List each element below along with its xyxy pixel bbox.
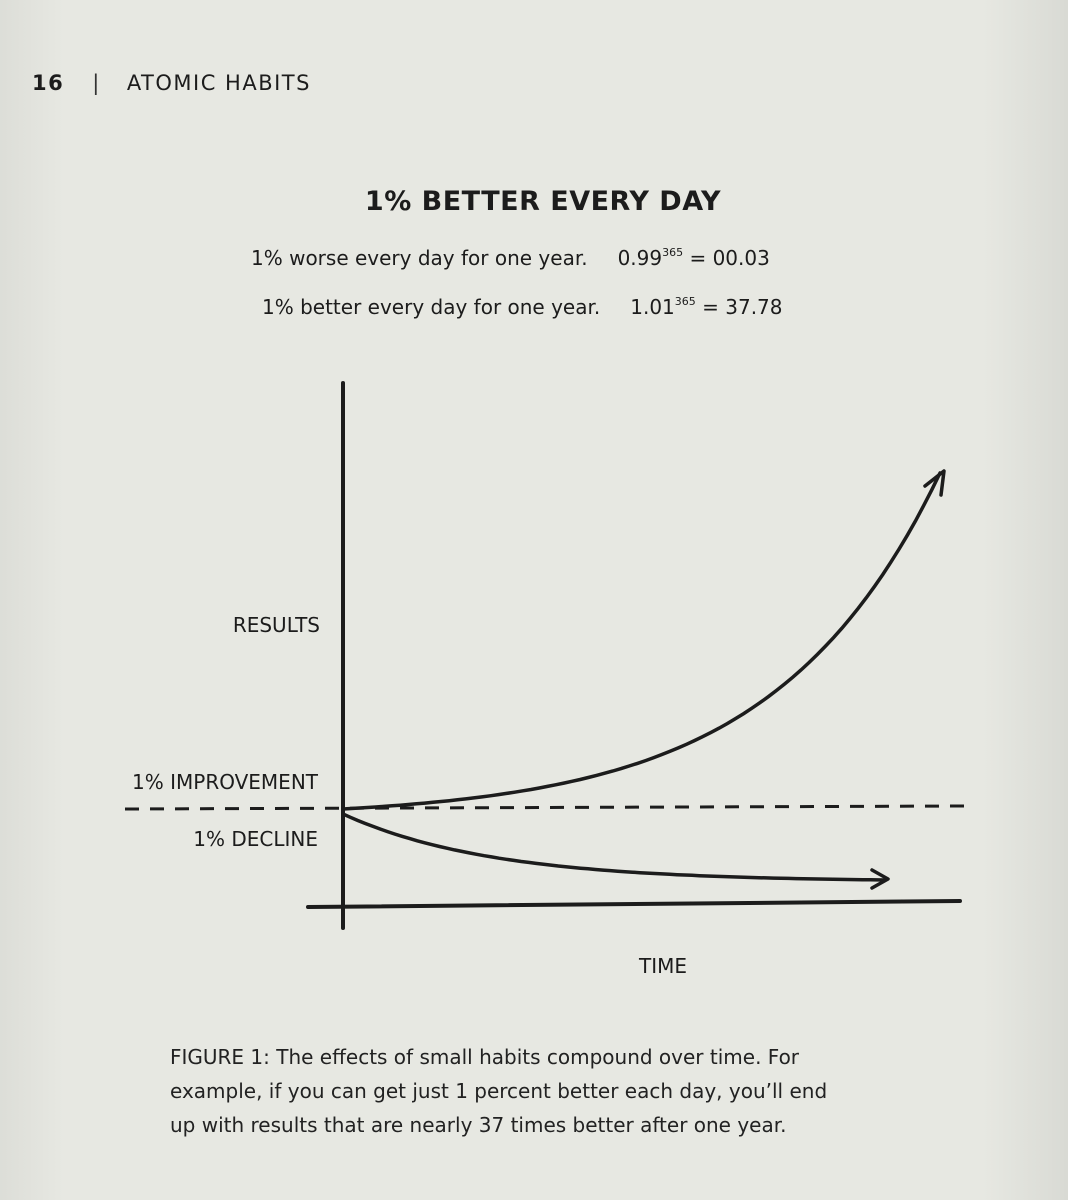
caption-line: up with results that are nearly 37 times… <box>170 1113 787 1137</box>
page-number: 16 <box>32 71 65 95</box>
improvement-label: 1% IMPROVEMENT <box>132 770 319 794</box>
y-axis-label: RESULTS <box>233 613 320 637</box>
equation-worse-result: = 00.03 <box>689 246 770 270</box>
baseline-dashed-line <box>124 804 966 811</box>
equation-better-base: 1.01 <box>630 295 675 319</box>
improvement-curve <box>341 471 942 811</box>
equation-worse-expression: 0.99365 = 00.03 <box>618 246 770 270</box>
caption-line: FIGURE 1: The effects of small habits co… <box>170 1045 800 1069</box>
book-title: ATOMIC HABITS <box>126 71 311 95</box>
running-header: 16 | ATOMIC HABITS <box>32 71 311 95</box>
caption-line: example, if you can get just 1 percent b… <box>170 1079 828 1103</box>
equation-better-result: = 37.78 <box>702 295 783 319</box>
equation-worse: 1% worse every day for one year. 0.99365 … <box>251 246 770 270</box>
decline-label: 1% DECLINE <box>193 827 318 851</box>
figure-caption: FIGURE 1: The effects of small habits co… <box>170 1040 950 1142</box>
equation-worse-text: 1% worse every day for one year. <box>251 246 588 270</box>
equation-better-text: 1% better every day for one year. <box>262 295 601 319</box>
decline-curve <box>341 812 887 882</box>
x-axis <box>306 899 962 909</box>
x-axis-label: TIME <box>638 954 687 978</box>
header-separator: | <box>92 71 101 95</box>
equation-better-exponent: 365 <box>674 295 696 308</box>
improvement-arrowhead <box>923 469 946 497</box>
equation-worse-base: 0.99 <box>617 246 663 270</box>
chart-title: 1% BETTER EVERY DAY <box>364 186 722 217</box>
equation-worse-exponent: 365 <box>662 246 684 259</box>
equation-better-expression: 1.01365 = 37.78 <box>630 295 782 319</box>
decline-arrowhead <box>870 868 890 890</box>
equation-better: 1% better every day for one year. 1.01365… <box>262 295 783 319</box>
